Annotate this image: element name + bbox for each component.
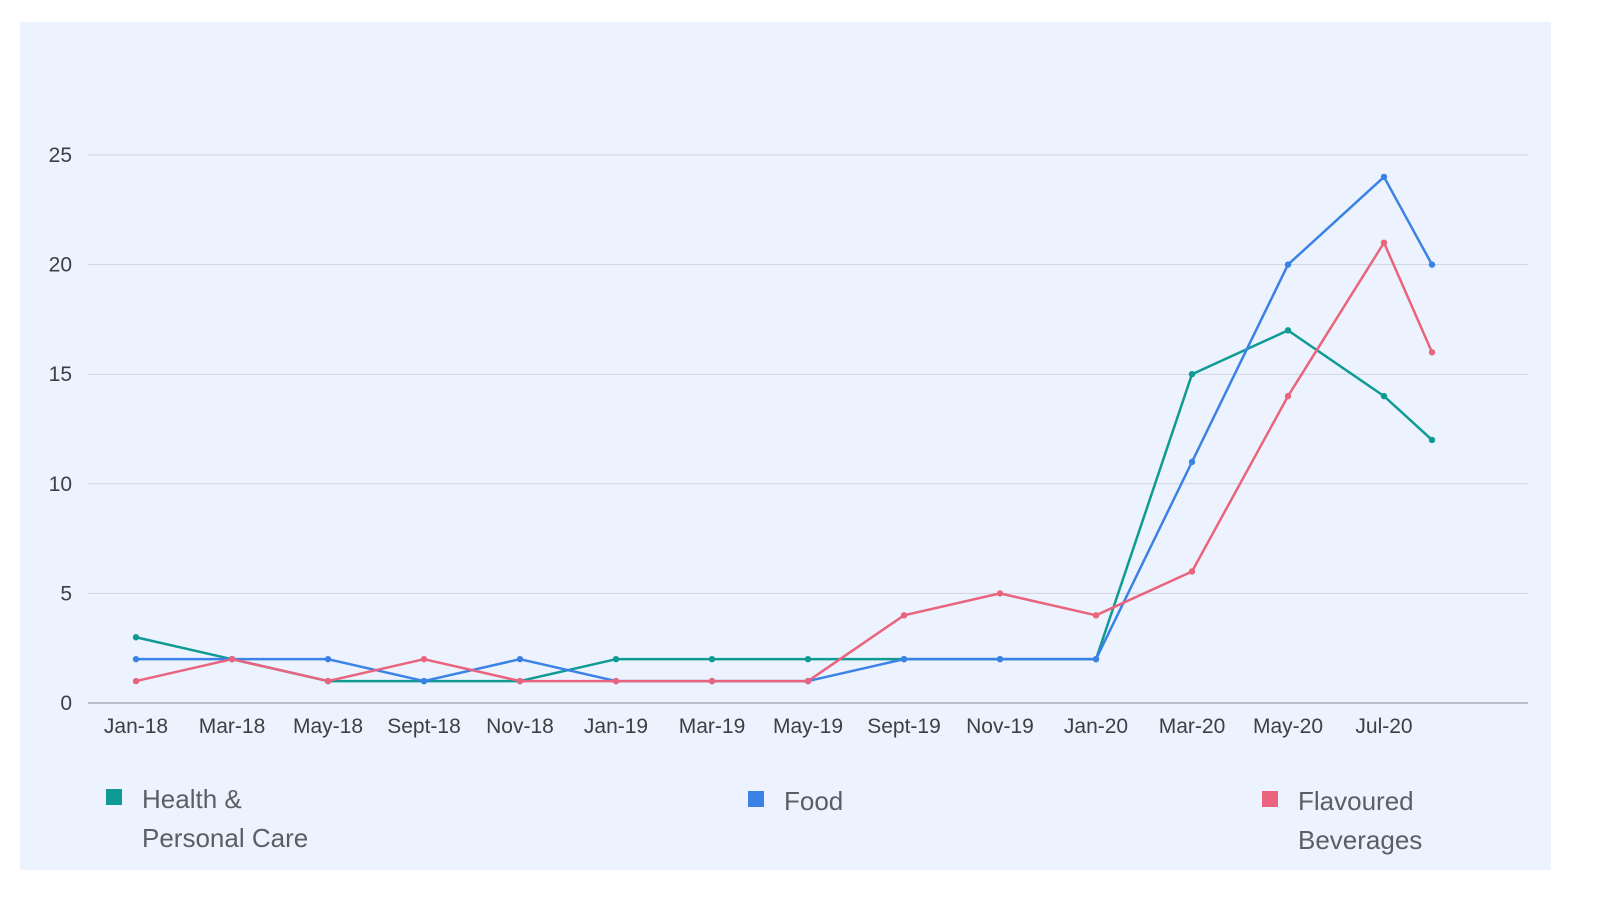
data-point[interactable] xyxy=(420,677,428,685)
data-point[interactable] xyxy=(804,655,812,663)
series-lines xyxy=(135,175,1434,683)
data-point[interactable] xyxy=(996,655,1004,663)
y-axis-ticks: 0 5 10 15 20 25 xyxy=(49,144,72,715)
data-point[interactable] xyxy=(996,590,1004,597)
legend-item-health-personal-care[interactable]: Health & Personal Care xyxy=(106,780,332,858)
y-tick-label: 15 xyxy=(49,363,72,386)
data-point[interactable] xyxy=(1284,261,1292,268)
data-point[interactable] xyxy=(132,634,140,641)
legend-label-health: Health & Personal Care xyxy=(142,784,309,853)
chart-panel xyxy=(20,22,1551,870)
x-tick-label: Mar-19 xyxy=(679,715,746,738)
data-point[interactable] xyxy=(1284,327,1292,334)
data-point[interactable] xyxy=(1380,392,1388,400)
data-point[interactable] xyxy=(612,655,620,663)
y-tick-label: 5 xyxy=(60,582,72,605)
x-tick-label: Sept-18 xyxy=(387,715,461,738)
data-point[interactable] xyxy=(1092,655,1100,663)
data-point[interactable] xyxy=(132,677,140,685)
legend-swatch-beverages xyxy=(1262,791,1278,807)
y-tick-label: 10 xyxy=(49,473,72,496)
data-point[interactable] xyxy=(324,655,332,663)
series-line-2 xyxy=(135,241,1434,683)
data-point[interactable] xyxy=(228,655,236,663)
data-point[interactable] xyxy=(612,677,620,685)
y-tick-label: 0 xyxy=(60,692,72,715)
legend-item-flavoured-beverages[interactable]: Flavoured Beverages xyxy=(1262,782,1468,860)
x-tick-label: Nov-19 xyxy=(966,715,1034,738)
data-point[interactable] xyxy=(132,655,140,663)
data-point[interactable] xyxy=(1428,436,1436,444)
x-tick-label: May-18 xyxy=(293,715,363,738)
data-point[interactable] xyxy=(900,612,908,619)
x-tick-label: Mar-18 xyxy=(199,715,266,738)
data-point[interactable] xyxy=(516,677,524,685)
x-tick-label: Jan-20 xyxy=(1064,715,1128,738)
data-point[interactable] xyxy=(804,677,812,685)
data-point[interactable] xyxy=(900,655,908,663)
x-tick-label: May-19 xyxy=(773,715,843,738)
y-tick-label: 20 xyxy=(49,254,72,277)
x-tick-label: Jan-18 xyxy=(104,715,168,738)
series-line-0 xyxy=(135,329,1433,683)
x-tick-label: Sept-19 xyxy=(867,715,941,738)
x-tick-label: Jan-19 xyxy=(584,715,648,738)
grid-lines xyxy=(88,154,1528,704)
legend-label-beverages: Flavoured Beverages xyxy=(1298,786,1423,855)
data-point[interactable] xyxy=(1428,349,1436,356)
legend-label-food: Food xyxy=(784,786,844,816)
x-tick-label: May-20 xyxy=(1253,715,1323,738)
data-point[interactable] xyxy=(1284,392,1292,400)
data-point[interactable] xyxy=(1380,239,1388,246)
data-point[interactable] xyxy=(420,655,428,663)
data-point[interactable] xyxy=(1188,371,1196,378)
data-point[interactable] xyxy=(1188,568,1196,575)
data-point[interactable] xyxy=(708,655,716,663)
data-point[interactable] xyxy=(1188,458,1196,466)
legend-swatch-health xyxy=(106,789,122,805)
series-line-1 xyxy=(136,175,1434,683)
data-point[interactable] xyxy=(1092,612,1100,619)
series-points xyxy=(132,173,1436,685)
data-point[interactable] xyxy=(516,655,524,663)
data-point[interactable] xyxy=(708,677,716,685)
data-point[interactable] xyxy=(1428,261,1436,268)
legend-swatch-food xyxy=(748,791,764,807)
x-axis-ticks: Jan-18 Mar-18 May-18 Sept-18 Nov-18 Jan-19 Mar… xyxy=(104,715,1413,738)
x-tick-label: Mar-20 xyxy=(1159,715,1226,738)
legend-item-food[interactable]: Food xyxy=(748,782,984,821)
data-point[interactable] xyxy=(1380,173,1388,181)
x-tick-label: Nov-18 xyxy=(486,715,554,738)
x-tick-label: Jul-20 xyxy=(1355,715,1412,738)
y-tick-label: 25 xyxy=(49,144,72,167)
data-point[interactable] xyxy=(324,677,332,685)
